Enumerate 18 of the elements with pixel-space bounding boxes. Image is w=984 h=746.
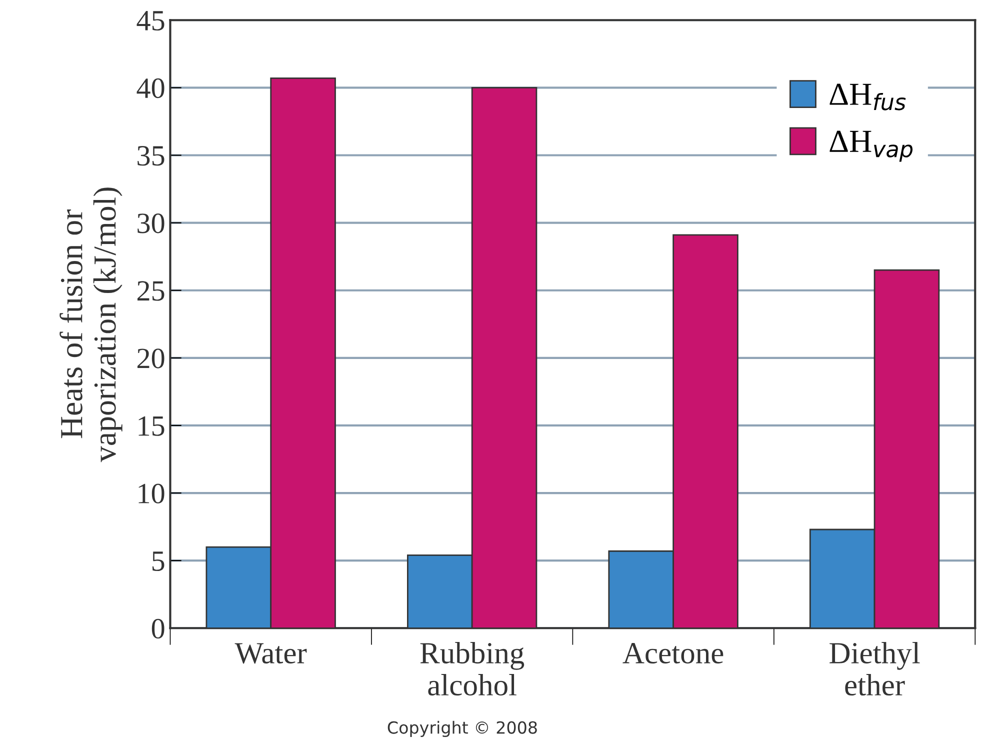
x-tick-label: Water: [234, 643, 307, 664]
x-tick-label: Acetone: [622, 643, 724, 664]
legend-label: ΔH$_{fus}$: [830, 84, 906, 110]
y-tick-label: 40: [136, 78, 164, 98]
text: Copyright © 2008: [388, 720, 537, 738]
y-tick-label: 30: [138, 214, 164, 234]
y-axis-title: Heats of fusion or vaporization (kJ/mol): [60, 188, 122, 462]
x-tick-label: Rubbing alcohol: [420, 642, 524, 696]
y-tick-label: 10: [138, 484, 164, 504]
y-tick-label: 0: [152, 618, 164, 639]
legend-label: ΔH$_{vap}$: [830, 130, 913, 162]
y-tick-label: 35: [138, 146, 164, 166]
y-tick-label: 15: [138, 416, 164, 436]
y-tick-label: 45: [136, 11, 164, 31]
x-tick-label: Diethyl ether: [830, 642, 920, 696]
y-tick-label: 5: [152, 552, 164, 571]
y-tick-label: 25: [137, 281, 164, 301]
y-tick-label: 20: [137, 348, 164, 368]
